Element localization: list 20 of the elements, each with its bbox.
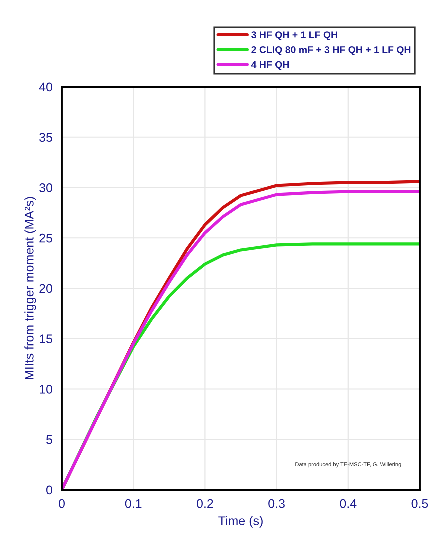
y-tick-label: 15 (40, 334, 52, 344)
x-tick-label: 0.4 (340, 499, 357, 508)
legend-label: 3 HF QH + 1 LF QH (252, 32, 338, 40)
x-tick-label: 0.2 (197, 499, 214, 508)
legend-label: 2 CLIQ 80 mF + 3 HF QH + 1 LF QH (252, 46, 411, 56)
legend-label: 4 HF QH (251, 61, 290, 70)
x-axis-title: Time (s) (218, 516, 263, 528)
y-axis-title: MIIts from trigger moment (MA²s) (24, 197, 36, 380)
y-tick-label: 35 (40, 133, 52, 142)
y-tick-label: 5 (46, 436, 52, 444)
x-tick-label: 0.3 (268, 499, 285, 508)
y-tick-label: 40 (39, 82, 52, 92)
x-tick-label: 0.1 (125, 499, 142, 508)
y-tick-label: 10 (40, 385, 52, 394)
y-tick-label: 25 (40, 234, 52, 243)
y-tick-label: 0 (46, 486, 52, 495)
x-tick-label: 0.5 (412, 499, 428, 508)
x-tick-label: 0 (59, 499, 65, 508)
y-tick-label: 30 (40, 184, 52, 192)
y-tick-label: 20 (40, 284, 52, 294)
